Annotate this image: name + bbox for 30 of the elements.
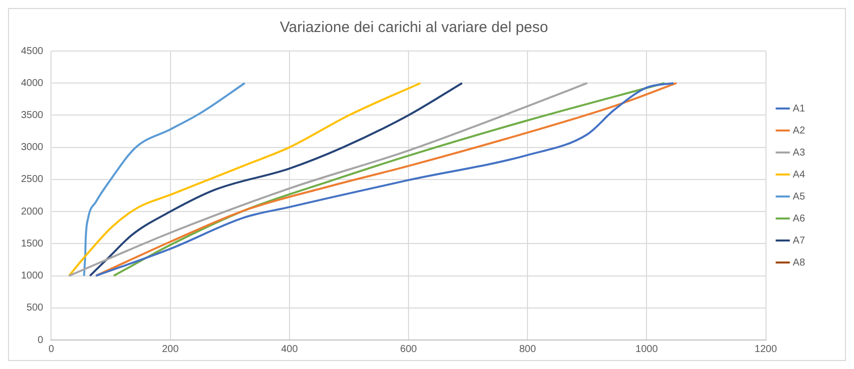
y-tick-label: 3000 [20,142,44,154]
line-series [68,82,588,277]
x-tick-label: 400 [281,344,298,355]
legend-label: A1 [792,103,806,114]
legend-label: A6 [792,213,806,224]
chart-title: Variazione dei carichi al variare del peso [280,19,548,36]
line-series [88,82,464,277]
y-tick-label: 2500 [20,174,44,186]
line-series [68,82,422,277]
x-tick-label: 1000 [636,344,658,355]
legend-label: A4 [792,169,806,180]
y-tick-label: 4000 [20,78,44,89]
x-tick-label: 600 [400,344,418,355]
line-series [82,82,246,277]
legend-label: A5 [792,191,806,202]
y-tick-label: 500 [26,302,44,314]
x-tick-label: 0 [48,344,54,355]
y-tick-label: 0 [38,334,44,346]
y-tick-label: 2000 [20,206,44,218]
x-tick-label: 1200 [754,344,778,355]
legend-label: A2 [792,125,806,136]
y-tick-label: 3500 [20,110,44,121]
x-tick-label: 200 [162,344,180,355]
y-tick-label: 1500 [20,238,44,250]
legend-label: A7 [792,235,806,246]
y-tick-label: 1000 [20,270,44,282]
legend-label: A3 [792,147,806,158]
y-tick-label: 4500 [20,46,44,57]
legend-label: A8 [792,257,806,268]
x-tick-label: 800 [519,344,536,355]
